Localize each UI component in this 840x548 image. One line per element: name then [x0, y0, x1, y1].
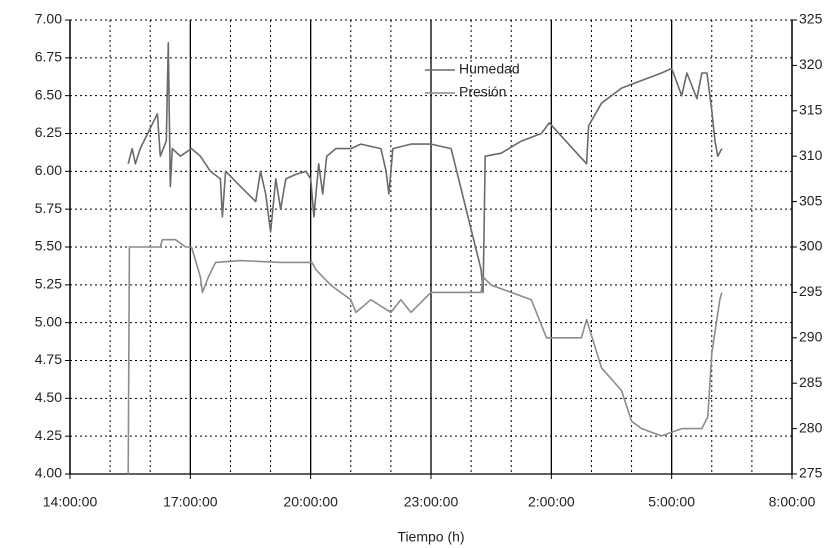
y-tick-label: 7.00 — [35, 11, 62, 27]
y-tick-label: 4.75 — [35, 351, 62, 367]
y-tick-label: 6.00 — [35, 162, 62, 178]
y-tick-label: 4.50 — [35, 389, 62, 405]
y2-tick-label: 320 — [799, 56, 823, 72]
y2-tick-label: 325 — [799, 11, 823, 27]
y2-tick-label: 295 — [799, 283, 823, 299]
series-line — [127, 41, 723, 294]
legend-label: Presión — [459, 84, 506, 100]
series-line — [127, 238, 723, 475]
x-tick-label: 2:00:00 — [528, 494, 575, 510]
y-tick-label: 4.00 — [35, 465, 62, 481]
y2-tick-label: 280 — [799, 419, 823, 435]
y-tick-label: 5.50 — [35, 238, 62, 254]
y2-tick-label: 290 — [799, 329, 823, 345]
y2-tick-label: 315 — [799, 102, 823, 118]
y-tick-label: 6.50 — [35, 86, 62, 102]
x-axis-label: Tiempo (h) — [397, 529, 464, 545]
y-tick-label: 5.75 — [35, 200, 62, 216]
y-tick-label: 4.25 — [35, 427, 62, 443]
y-tick-label: 5.00 — [35, 313, 62, 329]
x-tick-label: 23:00:00 — [404, 494, 459, 510]
y2-tick-label: 275 — [799, 465, 823, 481]
x-tick-label: 14:00:00 — [43, 494, 98, 510]
x-tick-label: 5:00:00 — [648, 494, 695, 510]
y2-tick-label: 310 — [799, 147, 823, 163]
y-tick-label: 6.75 — [35, 49, 62, 65]
y-tick-label: 5.25 — [35, 276, 62, 292]
legend-label: Humedad — [459, 61, 520, 77]
x-tick-label: 20:00:00 — [283, 494, 338, 510]
y2-tick-label: 305 — [799, 192, 823, 208]
x-tick-label: 17:00:00 — [163, 494, 218, 510]
x-tick-label: 8:00:00 — [769, 494, 816, 510]
y2-tick-label: 300 — [799, 238, 823, 254]
y-tick-label: 6.25 — [35, 124, 62, 140]
y2-tick-label: 285 — [799, 374, 823, 390]
